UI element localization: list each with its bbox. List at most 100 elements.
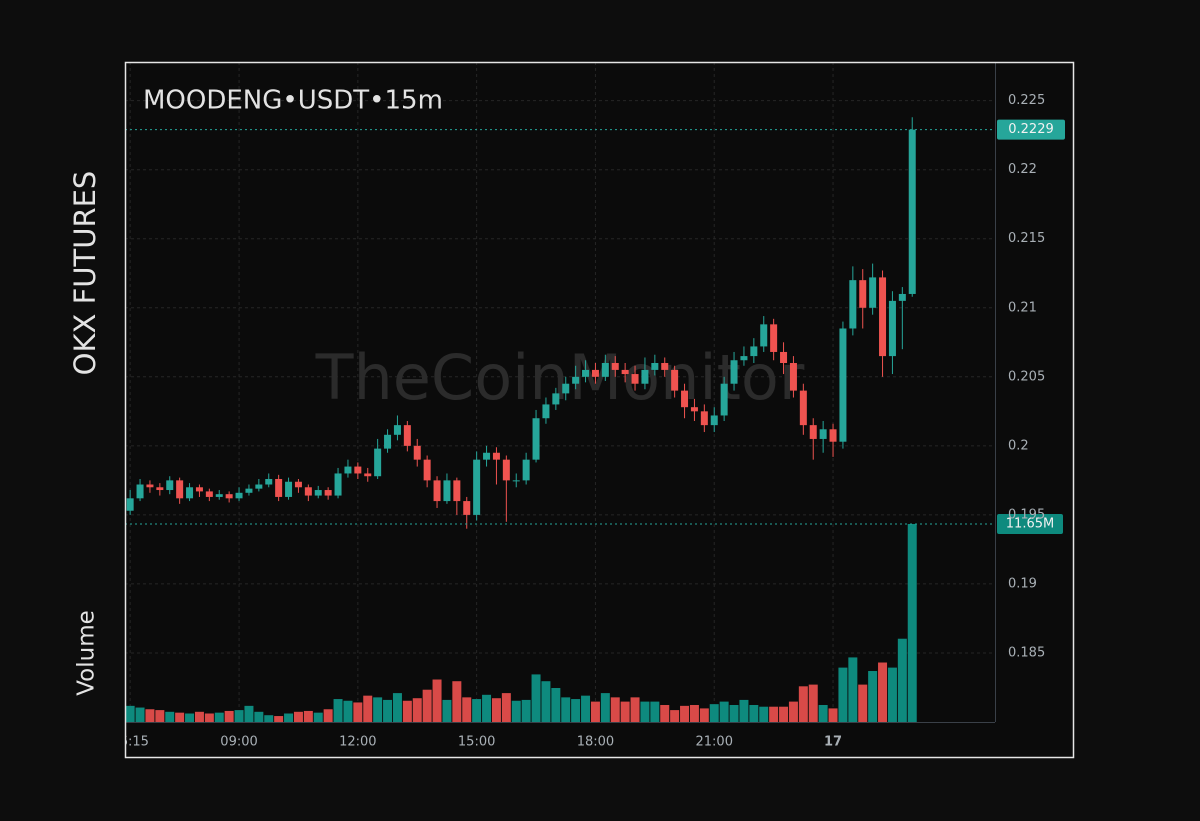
volume-bar xyxy=(590,701,600,722)
volume-bar xyxy=(818,705,828,722)
candle-body xyxy=(671,369,679,391)
candle-body xyxy=(473,459,481,515)
x-tick-label: 12:00 xyxy=(339,735,376,750)
volume-bar xyxy=(462,697,472,722)
volume-bar xyxy=(274,716,284,722)
volume-bar xyxy=(581,695,591,722)
candle-body xyxy=(582,369,590,377)
y-tick-label: 0.215 xyxy=(1008,231,1045,246)
candle-body xyxy=(304,487,312,496)
last-volume-label: 11.65M xyxy=(1006,517,1054,532)
candle-body xyxy=(621,369,629,375)
candle-body xyxy=(324,490,332,496)
candle-body xyxy=(720,383,728,416)
grid-layer xyxy=(126,63,995,722)
y-tick-label: 0.205 xyxy=(1008,369,1045,384)
candle-body xyxy=(839,328,847,442)
volume-bar xyxy=(828,708,838,722)
candle-body xyxy=(898,293,906,301)
candle-body xyxy=(374,448,382,477)
volume-bar xyxy=(293,711,303,722)
candle-body xyxy=(809,425,817,439)
volume-bar xyxy=(759,706,769,722)
candle-body xyxy=(384,434,392,449)
volume-bar xyxy=(264,715,274,722)
candle-body xyxy=(156,487,164,491)
candle-body xyxy=(879,277,887,357)
volume-bar xyxy=(808,684,818,722)
y-tick-label: 0.195 xyxy=(1008,507,1045,522)
volume-bar xyxy=(175,712,185,722)
candle-body xyxy=(829,429,837,442)
volume-bar xyxy=(630,697,640,722)
candle-body xyxy=(681,390,689,408)
candle-body xyxy=(403,425,411,446)
volume-bar xyxy=(878,662,888,722)
candle-body xyxy=(799,390,807,426)
candle-body xyxy=(463,501,471,515)
candle-body xyxy=(453,480,461,502)
candle-body xyxy=(690,407,698,412)
candle-body xyxy=(275,478,283,497)
x-tick-label: 06:15 xyxy=(111,735,148,750)
candle-body xyxy=(750,346,758,357)
candle-body xyxy=(562,383,570,394)
volume-bar xyxy=(521,699,531,722)
volume-bar xyxy=(244,705,254,722)
volume-bar xyxy=(204,713,214,722)
volume-bar xyxy=(224,710,234,722)
candle-body xyxy=(859,280,867,308)
candle-body xyxy=(908,129,916,294)
volume-bar xyxy=(551,688,561,722)
volume-bar xyxy=(650,701,660,722)
volume-bar xyxy=(472,699,482,722)
candle-body xyxy=(166,480,174,491)
candle-body xyxy=(532,418,540,460)
candle-body xyxy=(314,490,322,496)
candle-body xyxy=(393,425,401,435)
candle-body xyxy=(591,369,599,377)
volume-bar xyxy=(709,704,719,722)
volume-bar xyxy=(363,695,373,722)
volume-bar xyxy=(511,700,521,722)
candle-body xyxy=(522,459,530,481)
candle-body xyxy=(136,484,144,499)
volume-bar xyxy=(442,699,452,722)
y-tick-label: 0.21 xyxy=(1008,300,1037,315)
volume-bar xyxy=(482,694,492,722)
y-tick-label: 0.22 xyxy=(1008,162,1037,177)
candle-body xyxy=(195,487,203,492)
candle-body xyxy=(433,480,441,502)
candle-body xyxy=(819,429,827,439)
volume-bar xyxy=(640,701,650,722)
candle-body xyxy=(789,363,797,391)
volume-bar xyxy=(670,710,680,722)
volume-bar xyxy=(165,711,175,722)
candle-body xyxy=(146,484,154,488)
candle-body xyxy=(661,363,669,370)
volume-bar xyxy=(402,700,412,722)
volume-bar xyxy=(699,708,709,722)
candle-body xyxy=(780,351,788,364)
volume-bar xyxy=(907,524,917,722)
candle-body xyxy=(423,459,431,481)
volume-bar xyxy=(848,657,858,722)
volume-bar xyxy=(541,681,551,722)
volume-bar xyxy=(313,712,323,722)
volume-bar xyxy=(561,697,571,722)
candle-body xyxy=(245,488,253,493)
candle-body xyxy=(572,376,580,384)
candle-body xyxy=(205,491,213,497)
candle-body xyxy=(611,363,619,370)
marks-layer xyxy=(126,117,995,722)
candle-body xyxy=(888,300,896,357)
candle-body xyxy=(740,356,748,361)
candle-body xyxy=(700,411,708,426)
volume-bar xyxy=(145,709,155,722)
volume-bar xyxy=(185,713,195,722)
volume-bar xyxy=(501,693,511,722)
volume-bar xyxy=(729,705,739,722)
candle-body xyxy=(641,369,649,384)
volume-bar xyxy=(422,689,432,722)
